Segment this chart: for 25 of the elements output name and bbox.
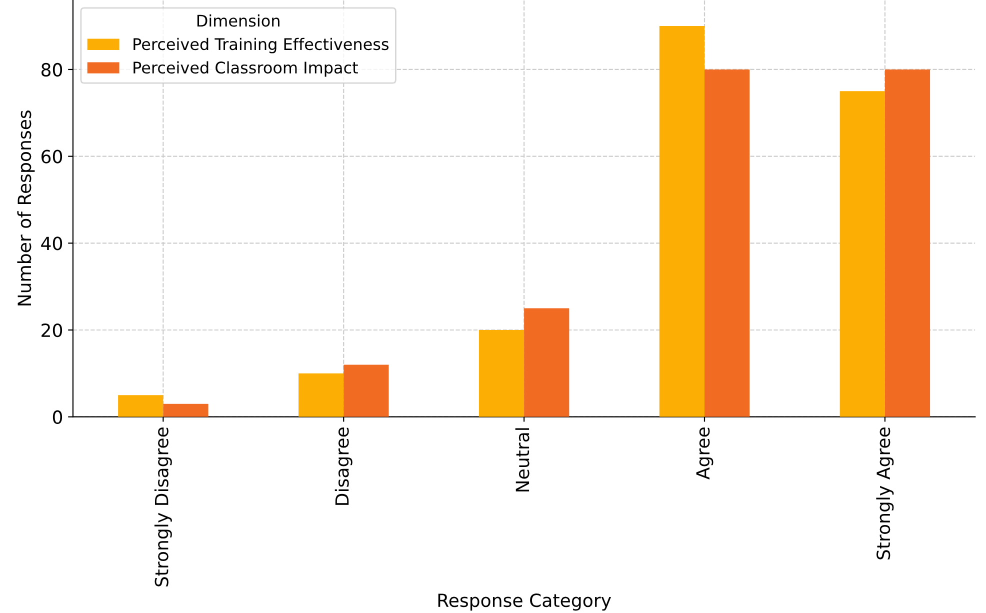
x-tick-label: Disagree (334, 428, 352, 505)
bar (659, 26, 704, 417)
y-tick-label: 80 (41, 62, 62, 77)
bar (344, 364, 389, 417)
bar (524, 308, 570, 417)
bar (884, 69, 930, 417)
x-tick-label: Agree (696, 428, 714, 480)
legend-title: Dimension (197, 14, 280, 27)
y-tick-label: 0 (52, 410, 62, 424)
x-tick-label: Strongly Agree (876, 428, 894, 560)
y-tick-label: 20 (42, 323, 62, 338)
bar (704, 69, 750, 417)
legend-label: Perceived Training Effectiveness (134, 38, 389, 54)
x-tick-label: Strongly Disagree (154, 428, 172, 586)
y-tick-label: 60 (42, 150, 62, 164)
bar (478, 330, 524, 417)
bar (298, 373, 344, 417)
bar (163, 404, 208, 417)
x-axis-title: Response Category (438, 593, 611, 611)
y-axis-title: Number of Responses (17, 110, 35, 306)
legend-label: Perceived Classroom Impact (134, 61, 358, 77)
y-tick-label: 40 (41, 236, 62, 250)
bar (118, 395, 164, 417)
bar (840, 91, 885, 417)
x-tick-label: Neutral (515, 428, 530, 492)
